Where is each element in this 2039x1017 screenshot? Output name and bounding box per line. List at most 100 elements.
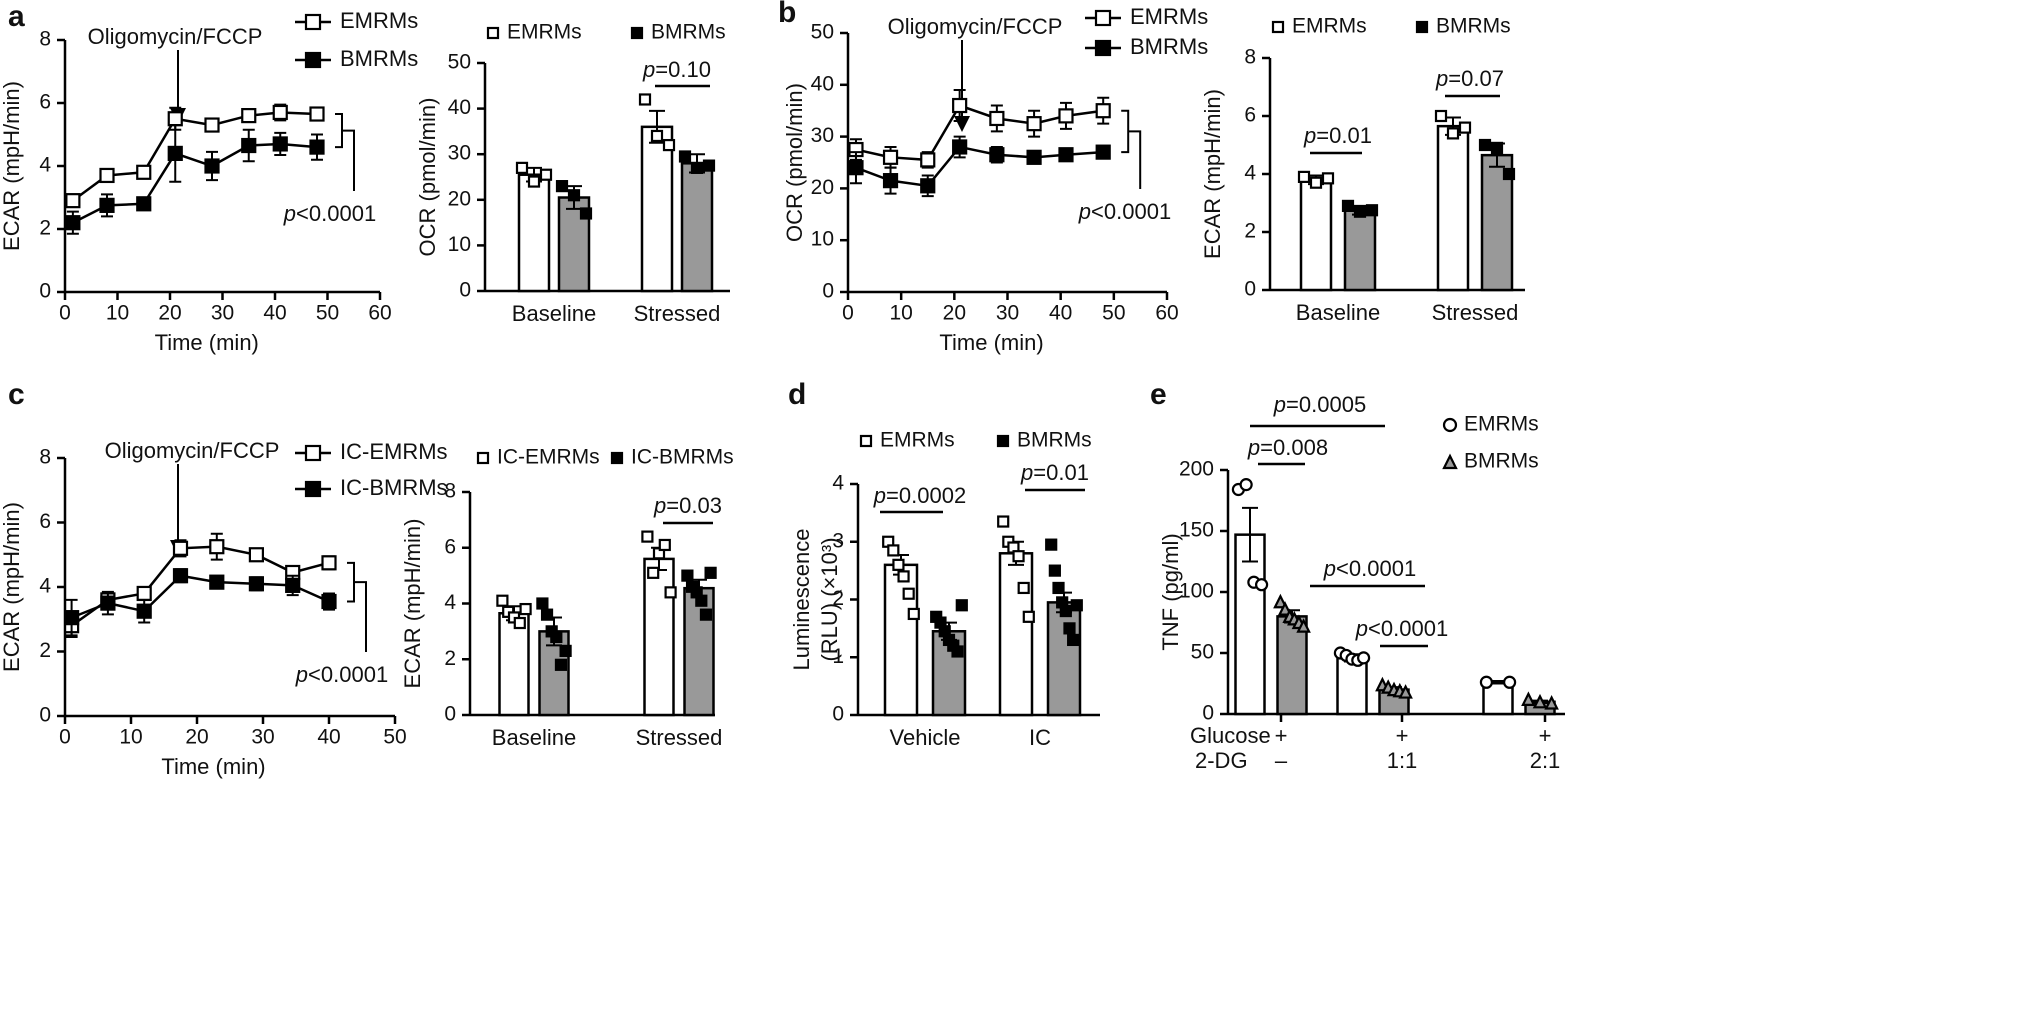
point	[848, 160, 864, 176]
x-tick-label: 50	[383, 726, 406, 749]
x-tick-label: Vehicle	[890, 725, 961, 750]
legend-label: EMRMs	[1292, 15, 1367, 38]
point	[658, 538, 671, 552]
point	[951, 645, 964, 658]
x-tick-label: 20	[185, 726, 208, 749]
point	[1095, 103, 1111, 119]
point	[704, 566, 717, 579]
point	[1490, 141, 1504, 154]
y-tick-label: 3	[832, 529, 844, 552]
x-tick-label: Baseline	[492, 725, 576, 750]
arrow-head	[954, 116, 970, 132]
legend-label: EMRMs	[1130, 4, 1208, 29]
point	[695, 594, 708, 607]
x-tick-label: +	[1275, 723, 1288, 748]
legend-marker	[304, 13, 322, 31]
point	[309, 106, 325, 122]
legend-marker	[1094, 39, 1112, 57]
point	[515, 161, 529, 174]
x-tick-label: 0	[842, 302, 854, 325]
annotation: p=0.008	[1247, 435, 1328, 460]
annotation: p<0.0001	[295, 662, 388, 687]
annotation: p<0.0001	[1355, 616, 1448, 641]
point	[559, 644, 572, 657]
bar	[680, 162, 714, 293]
point	[892, 558, 905, 571]
point	[65, 215, 81, 231]
legend-label: IC-EMRMs	[497, 446, 600, 469]
y-tick-label: 0	[444, 703, 456, 726]
point	[248, 576, 264, 592]
point	[887, 544, 900, 557]
point	[699, 608, 713, 621]
point	[1254, 578, 1269, 592]
annotation: p=0.0005	[1273, 392, 1366, 417]
legend-label: IC-EMRMs	[340, 439, 448, 464]
point	[882, 173, 899, 189]
y-axis-label: ECAR (mpH/min)	[400, 519, 425, 689]
point	[100, 595, 116, 611]
point	[204, 158, 220, 174]
point	[1067, 633, 1080, 647]
y-tick-label: 40	[811, 72, 834, 95]
y-tick-label: 4	[1244, 162, 1256, 185]
point	[1296, 618, 1311, 633]
x-axis-label: Time (min)	[939, 330, 1043, 355]
point	[902, 587, 915, 600]
x-tick-label: +	[1396, 723, 1409, 748]
x-tick-label: 60	[1155, 302, 1178, 325]
point	[99, 167, 115, 184]
bar	[883, 563, 919, 717]
y-tick-label: 100	[1179, 580, 1214, 603]
bar	[1234, 533, 1266, 716]
y-tick-label: 2	[1244, 220, 1256, 243]
point	[63, 610, 80, 626]
point	[1434, 109, 1448, 123]
point	[209, 574, 225, 590]
point	[650, 129, 664, 143]
x-tick-label: 20	[158, 302, 181, 325]
y-tick-label: 40	[448, 96, 471, 119]
x-tick-label: 20	[943, 302, 966, 325]
point	[539, 168, 553, 181]
point	[1012, 550, 1025, 563]
annotation: Oligomycin/FCCP	[105, 438, 280, 463]
point	[1058, 108, 1074, 124]
x-tick-label: 30	[996, 302, 1019, 325]
point	[136, 603, 152, 619]
point	[241, 107, 257, 124]
point	[167, 145, 183, 161]
point	[136, 585, 152, 602]
point	[997, 515, 1010, 528]
y-tick-label: 0	[822, 280, 834, 303]
bar	[1336, 656, 1368, 716]
bracket	[1121, 109, 1142, 189]
point	[1353, 205, 1367, 218]
x-tick-label: 40	[1049, 302, 1072, 325]
bar	[640, 125, 674, 293]
point	[989, 147, 1005, 163]
y-axis-label: (RLU) (×10³)	[817, 537, 842, 661]
x-tick-label: 40	[263, 302, 286, 325]
point	[1478, 138, 1492, 152]
y-axis-label: TNF (pg/ml)	[1158, 533, 1183, 650]
point	[1022, 610, 1035, 623]
point	[1277, 601, 1293, 616]
annotation: p<0.0001	[1078, 199, 1171, 224]
y-tick-label: 50	[448, 51, 471, 74]
point	[554, 658, 568, 671]
point	[952, 139, 968, 155]
legend-label: IC-BMRMs	[340, 475, 448, 500]
y-tick-label: 8	[1244, 46, 1256, 69]
point	[678, 150, 692, 163]
point	[1052, 581, 1065, 595]
point	[496, 594, 509, 607]
x-tick-label: 0	[59, 726, 71, 749]
y-axis-label: Luminescence	[789, 529, 814, 671]
y-tick-label: 0	[832, 703, 844, 726]
row-label: 2-DG	[1195, 748, 1248, 773]
point	[1532, 693, 1548, 709]
point	[321, 593, 337, 610]
legend-marker	[1442, 417, 1458, 433]
